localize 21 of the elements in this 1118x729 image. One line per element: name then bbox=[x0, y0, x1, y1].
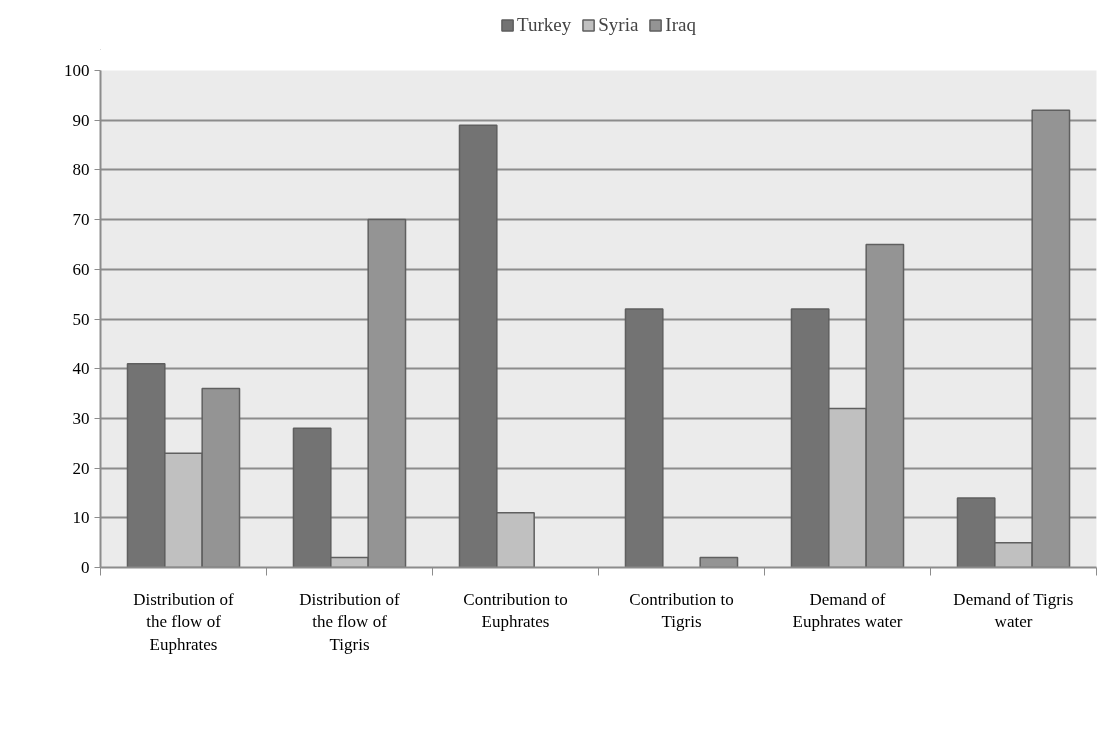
y-tick-label: 20 bbox=[72, 458, 90, 478]
y-tick-label: 100 bbox=[64, 61, 90, 80]
y-tick-label: 10 bbox=[72, 508, 90, 528]
legend-label: Syria bbox=[598, 14, 639, 36]
x-tick-label: Distribution of the flow of Euphrates bbox=[133, 589, 235, 655]
y-tick-label: 0 bbox=[81, 558, 90, 577]
y-tick-label: 60 bbox=[72, 259, 90, 279]
x-tick-label: Contribution to Euphrates bbox=[463, 589, 568, 632]
x-tick-label: Demand of Euphrates water bbox=[792, 589, 903, 632]
legend-label: Iraq bbox=[665, 14, 696, 36]
x-tick-label: Distribution of the flow of Tigris bbox=[299, 589, 401, 655]
y-tick-label: 90 bbox=[72, 110, 90, 130]
y-tick-label: 80 bbox=[72, 160, 90, 180]
bar bbox=[624, 308, 664, 568]
legend-label: Turkey bbox=[517, 14, 572, 36]
x-tick-label: Contribution to Tigris bbox=[629, 589, 734, 632]
y-tick-label: 50 bbox=[72, 309, 90, 329]
y-tick-label: 40 bbox=[72, 359, 90, 379]
y-tick-label: 30 bbox=[72, 408, 90, 428]
y-tick-label: 70 bbox=[72, 210, 90, 230]
x-tick-label: Demand of Tigris water bbox=[953, 589, 1074, 632]
